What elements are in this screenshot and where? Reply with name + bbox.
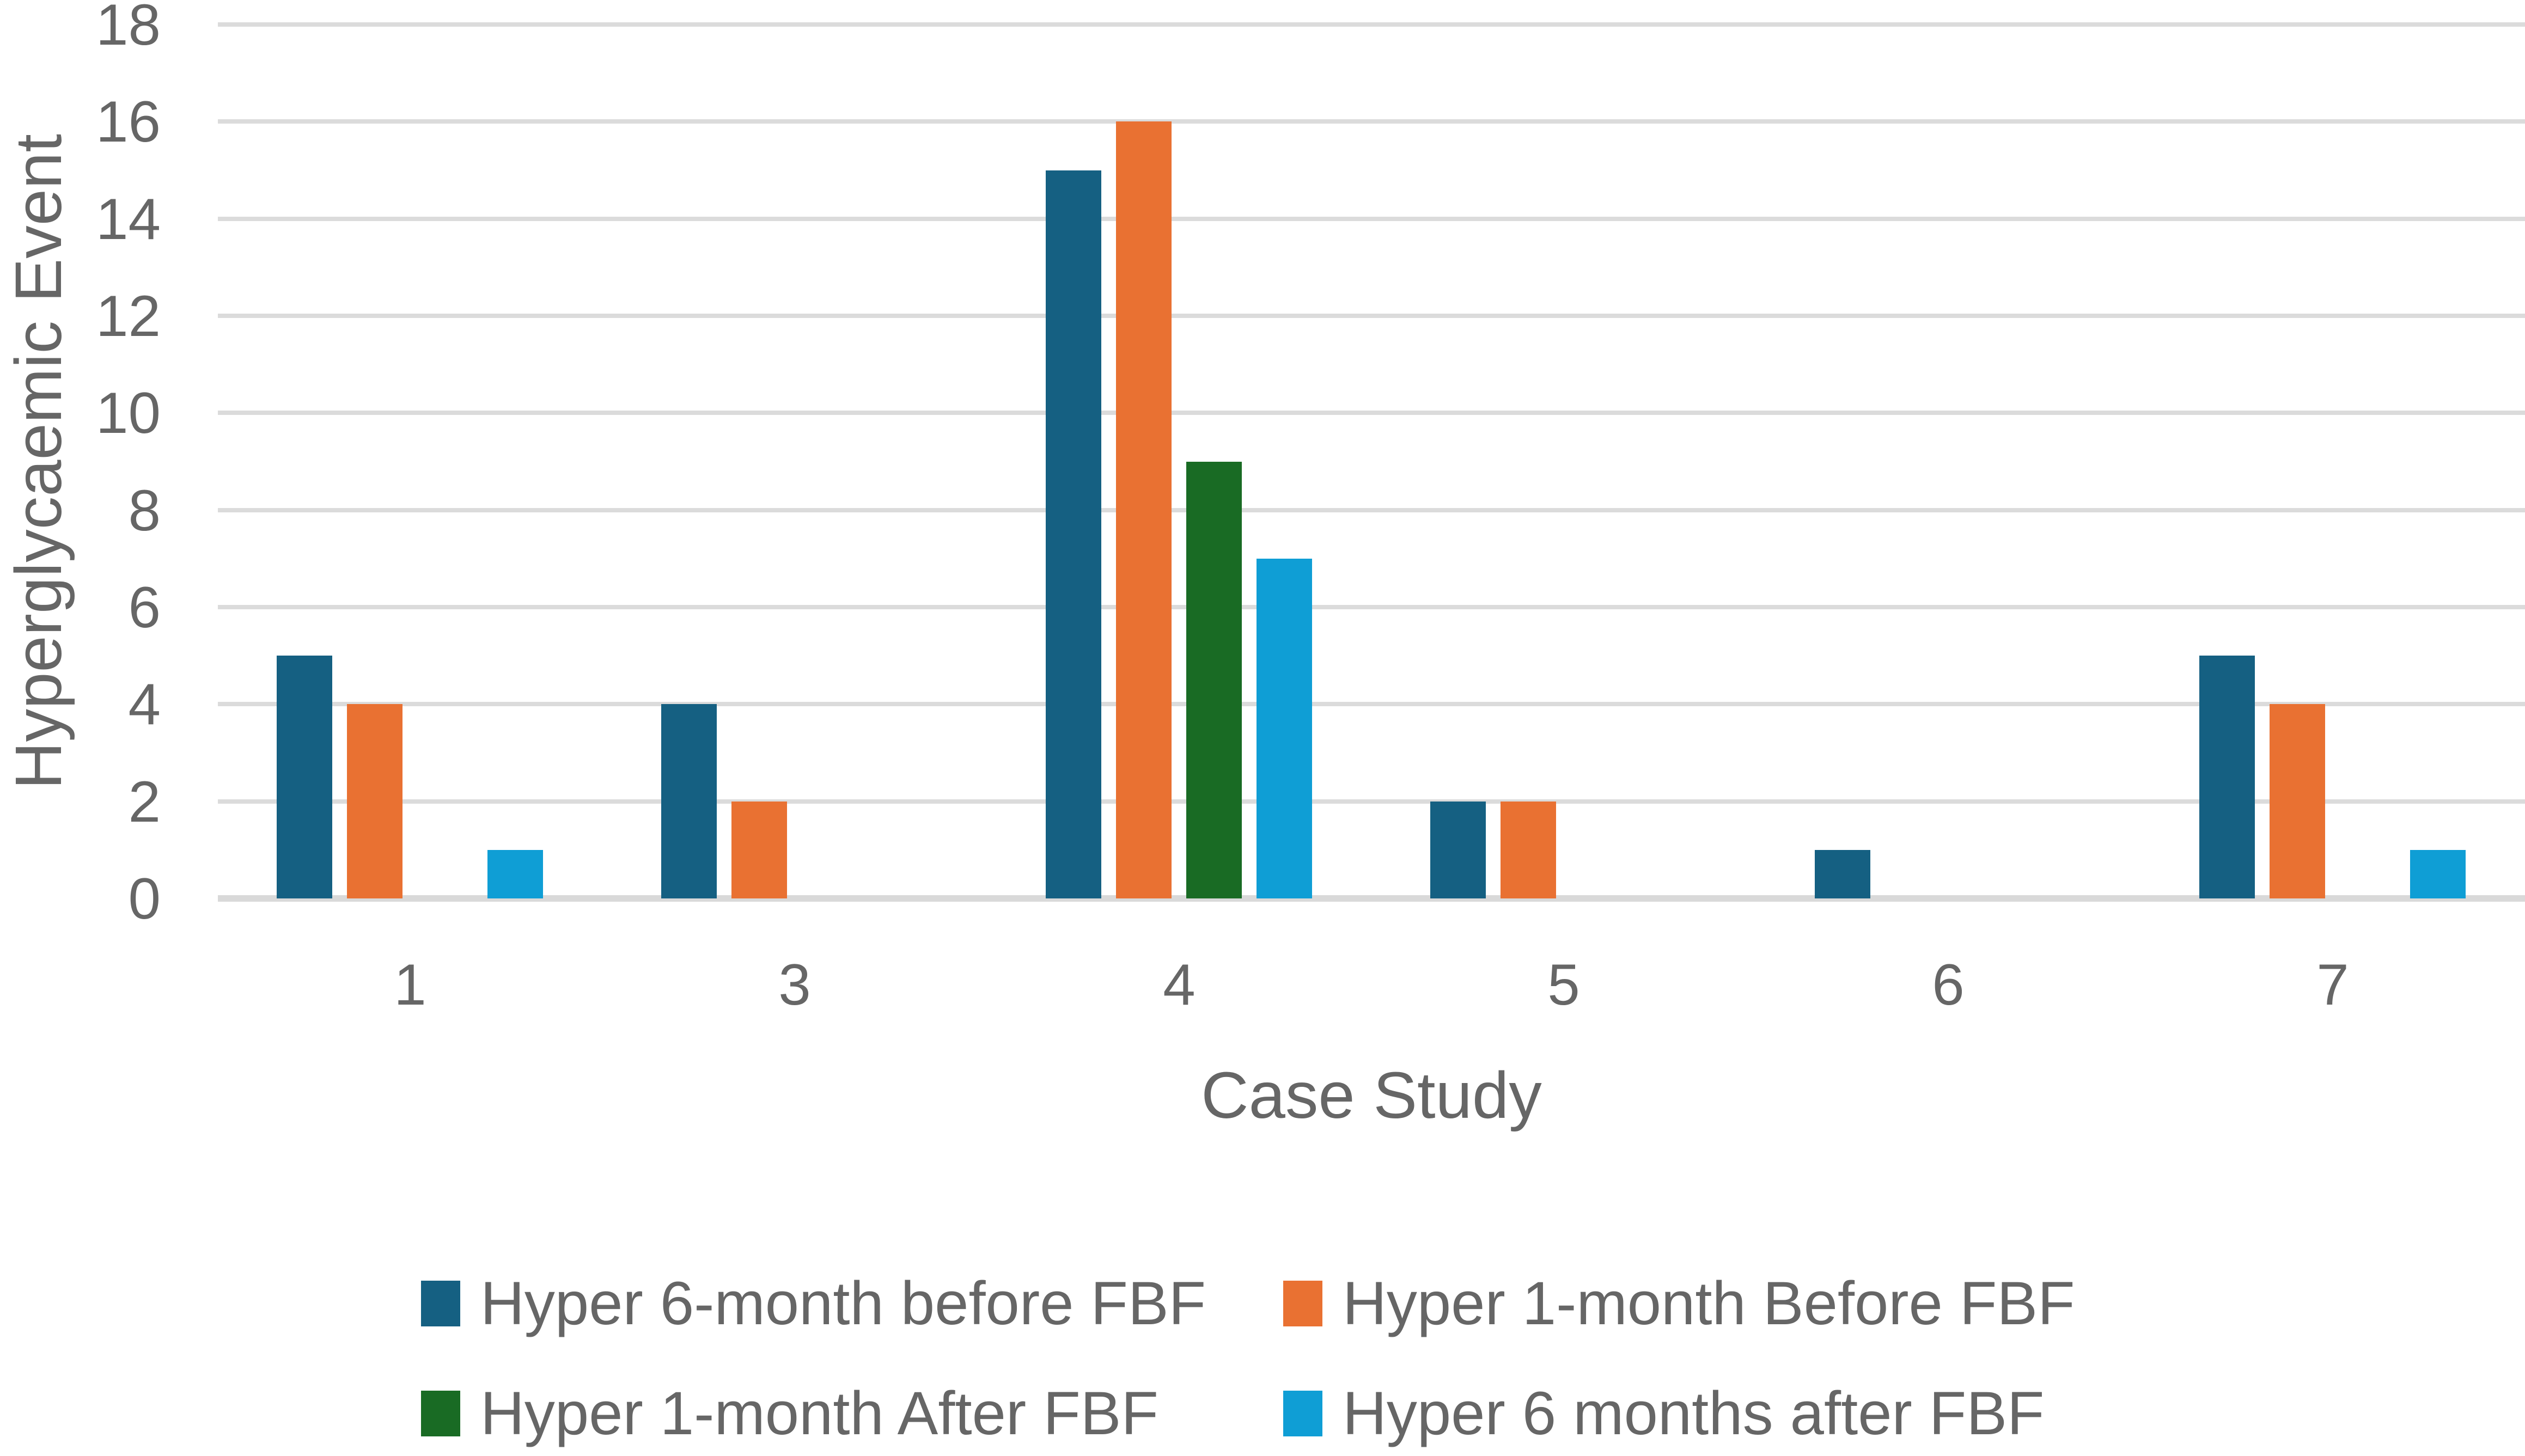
y-tick-label: 18: [95, 0, 161, 57]
gridline: [218, 314, 2525, 318]
bar-series-1-case-3: [661, 704, 717, 898]
x-tick-label: 7: [2316, 952, 2349, 1017]
y-tick-label: 14: [95, 186, 161, 252]
bar-series-3-case-4: [1186, 461, 1242, 898]
y-tick-label: 16: [95, 89, 161, 155]
x-tick-label: 4: [1163, 952, 1196, 1017]
legend-row: Hyper 1-month After FBF Hyper 6 months af…: [421, 1383, 2044, 1444]
bar-series-1-case-6: [1815, 849, 1870, 898]
x-axis-title: Case Study: [1201, 1058, 1542, 1132]
x-tick-label: 3: [778, 952, 811, 1017]
y-tick-label: 6: [128, 574, 161, 640]
bar-series-1-case-4: [1046, 170, 1101, 898]
plot-area: [218, 22, 2525, 898]
legend-label: Hyper 1-month After FBF: [480, 1379, 1158, 1447]
legend-swatch-icon: [421, 1281, 460, 1326]
legend-swatch-icon: [1283, 1281, 1322, 1326]
gridline: [218, 605, 2525, 609]
bar-series-4-case-4: [1257, 558, 1312, 898]
legend-label: Hyper 6-month before FBF: [480, 1269, 1206, 1337]
legend-item: Hyper 6 months after FBF: [1283, 1383, 2044, 1444]
y-axis-title-box: Hyperglycaemic Event: [0, 25, 76, 898]
bar-series-2-case-3: [731, 801, 787, 898]
legend-item: Hyper 1-month After FBF: [421, 1383, 1283, 1444]
x-axis-line: [218, 895, 2525, 902]
y-tick-label: 0: [128, 866, 161, 931]
y-tick-label: 2: [128, 768, 161, 834]
x-tick-label: 1: [394, 952, 426, 1017]
bar-series-1-case-7: [2199, 656, 2255, 898]
y-tick-label: 10: [95, 380, 161, 446]
legend-item: Hyper 1-month Before FBF: [1283, 1273, 2075, 1334]
gridline: [218, 702, 2525, 707]
bar-series-2-case-7: [2270, 704, 2325, 898]
gridline: [218, 22, 2525, 27]
gridline: [218, 216, 2525, 221]
gridline: [218, 411, 2525, 415]
bar-series-1-case-1: [277, 656, 332, 898]
gridline: [218, 507, 2525, 512]
bar-series-1-case-5: [1430, 801, 1486, 898]
bar-series-4-case-7: [2410, 849, 2466, 898]
x-tick-label: 6: [1932, 952, 1965, 1017]
legend-label: Hyper 6 months after FBF: [1343, 1379, 2045, 1447]
legend-swatch-icon: [1283, 1391, 1322, 1436]
gridline: [218, 119, 2525, 124]
bar-series-2-case-1: [347, 704, 402, 898]
x-tick-label: 5: [1547, 952, 1580, 1017]
y-tick-label: 8: [128, 477, 161, 543]
legend-swatch-icon: [421, 1391, 460, 1436]
legend-row: Hyper 6-month before FBF Hyper 1-month Be…: [421, 1273, 2075, 1334]
y-tick-label: 12: [95, 283, 161, 348]
legend-label: Hyper 1-month Before FBF: [1343, 1269, 2075, 1337]
y-tick-label: 4: [128, 671, 161, 737]
gridline: [218, 799, 2525, 804]
legend-item: Hyper 6-month before FBF: [421, 1273, 1283, 1334]
bar-series-2-case-5: [1501, 801, 1556, 898]
bar-series-2-case-4: [1116, 121, 1172, 898]
bar-series-4-case-1: [487, 849, 543, 898]
